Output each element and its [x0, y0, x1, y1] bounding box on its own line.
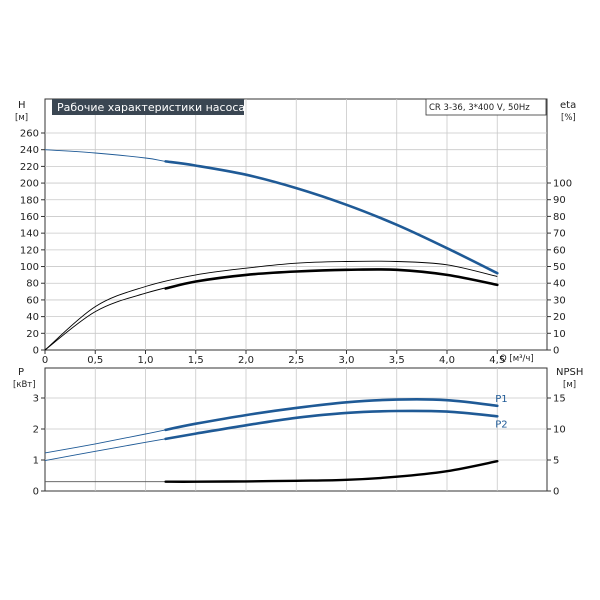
p-tick-label: 0 — [33, 487, 39, 498]
x-tick-label: 4,5 — [489, 355, 505, 366]
x-axis-label: Q [м³/ч] — [500, 354, 534, 364]
p2-label: P2 — [495, 419, 507, 430]
p-axis-unit: [кВт] — [13, 380, 36, 390]
p1-curve-thin — [44, 398, 498, 454]
p-axis-label: P — [18, 367, 24, 378]
h-tick-label: 40 — [26, 312, 39, 323]
top-grid — [45, 99, 547, 350]
eta-curve-duty — [164, 268, 499, 290]
h-tick-label: 260 — [20, 129, 39, 140]
p2-curve — [44, 409, 499, 462]
p-tick-label: 1 — [33, 456, 39, 467]
npsh-tick-label: 0 — [553, 487, 559, 498]
npsh-curve-thin — [45, 460, 498, 483]
x-tick-label: 3,5 — [389, 355, 405, 366]
eta-tick-label: 10 — [553, 329, 566, 340]
p-tick-label: 3 — [33, 394, 39, 405]
eta-tick-labels: 0 10 20 30 40 50 60 70 80 90 100 — [547, 179, 572, 357]
h-tick-label: 180 — [20, 195, 39, 206]
chart-subtitle: CR 3-36, 3*400 V, 50Hz — [429, 103, 530, 113]
title-box — [52, 99, 244, 115]
h-axis-unit: [м] — [15, 113, 28, 123]
h-tick-label: 100 — [20, 262, 39, 273]
h-tick-label: 140 — [20, 229, 39, 240]
eta-tick-label: 50 — [553, 262, 566, 273]
h-tick-labels: 0 20 40 60 80 100 120 140 160 180 200 220 240 260 — [20, 129, 45, 357]
h-tick-label: 80 — [26, 279, 39, 290]
h-tick-label: 120 — [20, 245, 39, 256]
h-tick-label: 220 — [20, 162, 39, 173]
eta-curve-thin — [44, 268, 498, 351]
chart-title: Рабочие характеристики насоса — [57, 101, 245, 114]
eta-tick-label: 30 — [553, 295, 566, 306]
eta-tick-label: 0 — [553, 346, 559, 357]
h-curve — [44, 149, 499, 275]
p2-curve-thin — [44, 410, 498, 462]
npsh-tick-label: 15 — [553, 394, 566, 405]
x-tick-label: 3,0 — [339, 355, 355, 366]
eta-axis-unit: [%] — [561, 113, 576, 123]
x-tick-label: 1,5 — [188, 355, 204, 366]
p1-curve-duty — [164, 398, 499, 432]
eta-curve — [44, 268, 499, 351]
eta-total-curve — [44, 260, 498, 351]
h-tick-label: 60 — [26, 295, 39, 306]
bottom-grid — [45, 368, 547, 491]
h-curve-thin — [44, 149, 498, 274]
bottom-curves: P1 P2 — [44, 394, 508, 483]
eta-tick-label: 40 — [553, 279, 566, 290]
h-tick-label: 160 — [20, 212, 39, 223]
npsh-tick-label: 5 — [553, 456, 559, 467]
h-curve-duty — [164, 160, 499, 275]
h-tick-label: 240 — [20, 145, 39, 156]
npsh-tick-label: 10 — [553, 425, 566, 436]
x-tick-label: 0,5 — [87, 355, 103, 366]
x-tick-label: 0 — [42, 355, 48, 366]
eta-tick-label: 60 — [553, 245, 566, 256]
h-tick-label: 20 — [26, 329, 39, 340]
x-tick-label: 2,5 — [288, 355, 304, 366]
x-tick-labels: 0 0,5 1,0 1,5 2,0 2,5 3,0 3,5 4,0 4,5 — [42, 350, 505, 366]
top-curves — [44, 149, 499, 351]
npsh-curve-duty — [164, 460, 499, 483]
p2-curve-duty — [164, 409, 499, 441]
eta-tick-label: 70 — [553, 229, 566, 240]
p-tick-label: 2 — [33, 425, 39, 436]
p-tick-labels: 0 1 2 3 — [33, 394, 45, 498]
h-tick-label: 200 — [20, 179, 39, 190]
subtitle-box — [425, 98, 547, 116]
eta-axis-label: eta — [560, 100, 576, 111]
npsh-axis-label: NPSH — [556, 367, 583, 378]
x-tick-label: 2,0 — [238, 355, 254, 366]
eta-tick-label: 100 — [553, 179, 572, 190]
eta-tick-label: 80 — [553, 212, 566, 223]
h-axis-label: H — [18, 100, 26, 111]
x-tick-label: 1,0 — [138, 355, 154, 366]
eta-tick-label: 90 — [553, 195, 566, 206]
p1-curve — [44, 398, 499, 454]
eta-tick-label: 20 — [553, 312, 566, 323]
npsh-axis-unit: [м] — [563, 380, 576, 390]
x-tick-label: 4,0 — [439, 355, 455, 366]
h-tick-label: 0 — [33, 346, 39, 357]
p1-label: P1 — [495, 394, 507, 405]
npsh-tick-labels: 0 5 10 15 — [547, 394, 566, 498]
